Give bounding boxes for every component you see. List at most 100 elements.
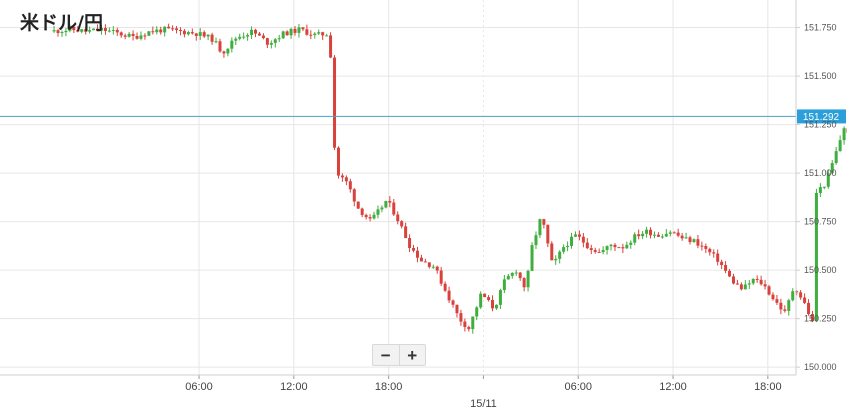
candle-up: [838, 140, 842, 152]
x-tick-label: 06:00: [185, 381, 213, 393]
candle-down: [404, 226, 408, 239]
candle-up: [230, 40, 234, 49]
candle-down: [123, 35, 127, 37]
candle-up: [186, 32, 190, 35]
candle-up: [269, 42, 273, 45]
y-tick-label: 151.500: [804, 71, 837, 81]
candle-down: [542, 219, 546, 225]
candle-up: [510, 272, 514, 276]
candle-down: [364, 214, 368, 218]
candle-down: [344, 177, 348, 182]
candle-up: [127, 33, 131, 37]
candle-down: [119, 32, 123, 36]
candle-down: [487, 297, 491, 300]
candle-down: [423, 261, 427, 263]
candle-up: [380, 207, 384, 210]
zoom-out-button[interactable]: −: [380, 345, 391, 365]
candle-up: [325, 35, 329, 37]
candle-down: [783, 309, 787, 311]
candle-up: [273, 39, 277, 43]
candle-down: [810, 314, 814, 322]
candle-down: [340, 175, 344, 178]
candle-up: [573, 234, 577, 237]
candle-up: [791, 291, 795, 301]
y-tick-label: 151.750: [804, 23, 837, 33]
candle-down: [491, 299, 495, 309]
candle-down: [72, 26, 76, 31]
candle-down: [455, 304, 459, 314]
candle-up: [277, 38, 281, 40]
candle-up: [826, 173, 830, 187]
candle-down: [617, 247, 621, 249]
candle-up: [92, 28, 96, 31]
candle-up: [668, 232, 672, 234]
candle-down: [309, 34, 313, 36]
candle-down: [143, 35, 147, 37]
candle-down: [649, 229, 653, 236]
candle-down: [735, 283, 739, 285]
candle-down: [76, 30, 80, 32]
candle-up: [822, 186, 826, 188]
candle-up: [538, 219, 542, 236]
candle-down: [131, 33, 135, 36]
candle-up: [206, 34, 210, 37]
candle-up: [664, 233, 668, 237]
candle-up: [52, 30, 56, 32]
candle-down: [759, 279, 763, 285]
candle-up: [471, 316, 475, 330]
current-price-badge: [797, 109, 846, 124]
candle-up: [234, 38, 238, 41]
candle-down: [755, 278, 759, 280]
x-tick-label: 18:00: [375, 381, 403, 393]
candle-down: [175, 28, 179, 30]
current-price-line-layer: 151.292: [0, 109, 846, 124]
zoom-in-button[interactable]: +: [398, 345, 426, 365]
candle-down: [696, 239, 700, 246]
candle-up: [834, 151, 838, 164]
candle-up: [479, 293, 483, 308]
candle-up: [530, 245, 534, 271]
candle-down: [522, 278, 526, 288]
candle-up: [60, 32, 64, 34]
candle-down: [415, 250, 419, 258]
zoom-controls: − +: [372, 344, 426, 366]
candle-down: [408, 238, 412, 248]
candle-up: [641, 233, 645, 237]
candle-down: [767, 286, 771, 295]
candle-up: [313, 33, 317, 36]
candle-up: [297, 27, 301, 33]
candle-up: [494, 304, 498, 309]
candle-up: [609, 244, 613, 247]
candle-down: [680, 235, 684, 239]
candle-up: [226, 48, 230, 54]
candle-up: [163, 26, 167, 33]
candle-down: [518, 272, 522, 279]
candle-down: [178, 29, 182, 31]
x-tick-label: 06:00: [564, 381, 592, 393]
candle-up: [139, 35, 143, 39]
candle-up: [534, 235, 538, 246]
candle-up: [289, 28, 293, 36]
candle-down: [388, 200, 392, 203]
candle-down: [84, 29, 88, 32]
candle-up: [214, 41, 218, 43]
candle-up: [246, 35, 250, 37]
candle-down: [427, 262, 431, 267]
candle-down: [459, 313, 463, 322]
candle-down: [167, 26, 171, 29]
candle-down: [329, 35, 333, 58]
candlestick-series: [52, 23, 847, 334]
candle-up: [645, 229, 649, 234]
candle-up: [633, 234, 637, 243]
candle-up: [64, 30, 68, 33]
candle-down: [400, 221, 404, 227]
candle-down: [621, 247, 625, 249]
candle-down: [708, 248, 712, 253]
candle-down: [724, 265, 728, 271]
candle-down: [795, 291, 799, 293]
y-axis: 151.750 151.500 151.250 151.000 150.750 150.5…: [795, 0, 837, 375]
candle-up: [842, 128, 846, 141]
candle-down: [803, 297, 807, 303]
candle-down: [688, 237, 692, 243]
